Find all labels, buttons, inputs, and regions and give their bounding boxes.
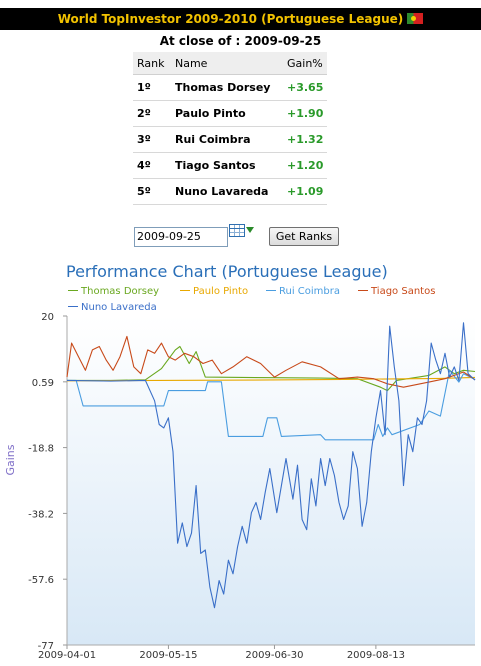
ranking-header-row: Rank Name Gain% (133, 52, 328, 75)
series-line-tiago-santos (66, 335, 476, 388)
series-line-rui-coimbra (67, 369, 476, 441)
legend-item-rui-coimbra[interactable]: Rui Coimbra (266, 286, 340, 297)
table-row: 3º Rui Coimbra +1.32 (133, 126, 328, 153)
x-tick-label: 2009-05-15 (139, 650, 197, 661)
legend-label: Nuno Lavareda (81, 302, 157, 313)
table-row: 2º Paulo Pinto +1.90 (133, 100, 328, 127)
name-cell: Nuno Lavareda (171, 178, 283, 205)
series-line-nuno-lavareda (66, 322, 476, 609)
x-tick-label: 2009-08-13 (347, 650, 405, 661)
rank-cell: 3º (133, 126, 171, 153)
gain-cell: +1.20 (283, 152, 328, 179)
legend-swatch (358, 290, 368, 291)
gain-cell: +1.32 (283, 126, 328, 153)
name-cell: Paulo Pinto (171, 100, 283, 127)
y-tick-label: 0.59 (32, 378, 54, 389)
ranking-table: Rank Name Gain% 1º Thomas Dorsey +3.65 2… (133, 52, 328, 205)
y-tick-label: -38.2 (28, 509, 54, 520)
column-header-rank: Rank (133, 52, 171, 75)
name-cell: Rui Coimbra (171, 126, 283, 153)
date-input[interactable]: 2009-09-25 (134, 227, 228, 247)
page-header: World TopInvestor 2009-2010 (Portuguese … (0, 8, 481, 30)
y-axis-title: Gains (4, 444, 17, 475)
chart-title: Performance Chart (Portuguese League) (66, 262, 388, 281)
name-cell: Tiago Santos (171, 152, 283, 179)
y-tick-label: -57.6 (28, 575, 54, 586)
legend-label: Thomas Dorsey (81, 286, 160, 297)
table-row: 4º Tiago Santos +1.20 (133, 152, 328, 179)
y-tick-label: 20 (41, 312, 54, 323)
rank-cell: 5º (133, 178, 171, 205)
column-header-gain: Gain% (283, 52, 328, 75)
y-tick-label: -18.8 (28, 444, 54, 455)
name-cell: Thomas Dorsey (171, 74, 283, 101)
rank-cell: 4º (133, 152, 171, 179)
close-date-line: At close of : 2009-09-25 (159, 34, 322, 48)
legend-swatch (266, 290, 276, 291)
dropdown-arrow-icon (246, 227, 254, 233)
legend-item-nuno-lavareda[interactable]: Nuno Lavareda (68, 302, 157, 313)
table-row: 1º Thomas Dorsey +3.65 (133, 74, 328, 101)
gain-cell: +1.09 (283, 178, 328, 205)
legend-item-tiago-santos[interactable]: Tiago Santos (358, 286, 435, 297)
portugal-flag-icon (407, 13, 424, 24)
legend-swatch (180, 290, 190, 291)
rank-cell: 1º (133, 74, 171, 101)
get-ranks-button[interactable]: Get Ranks (269, 227, 339, 246)
legend-item-paulo-pinto[interactable]: Paulo Pinto (180, 286, 248, 297)
gain-cell: +1.90 (283, 100, 328, 127)
rank-cell: 2º (133, 100, 171, 127)
x-tick-label: 2009-04-01 (38, 650, 96, 661)
table-row: 5º Nuno Lavareda +1.09 (133, 178, 328, 205)
league-title: World TopInvestor 2009-2010 (Portuguese … (57, 12, 404, 26)
column-header-name: Name (171, 52, 283, 75)
legend-item-thomas-dorsey[interactable]: Thomas Dorsey (68, 286, 159, 297)
x-tick-label: 2009-06-30 (245, 650, 303, 661)
legend-swatch (68, 290, 78, 291)
legend-swatch (68, 306, 78, 307)
legend-label: Paulo Pinto (193, 286, 249, 297)
legend-label: Rui Coimbra (279, 286, 341, 297)
series-line-thomas-dorsey (67, 345, 476, 392)
legend-label: Tiago Santos (371, 286, 436, 297)
gain-cell: +3.65 (283, 74, 328, 101)
calendar-icon (229, 224, 245, 237)
y-tick-label: -77 (38, 641, 54, 652)
calendar-picker-button[interactable] (229, 224, 254, 238)
plot-area (67, 316, 475, 645)
